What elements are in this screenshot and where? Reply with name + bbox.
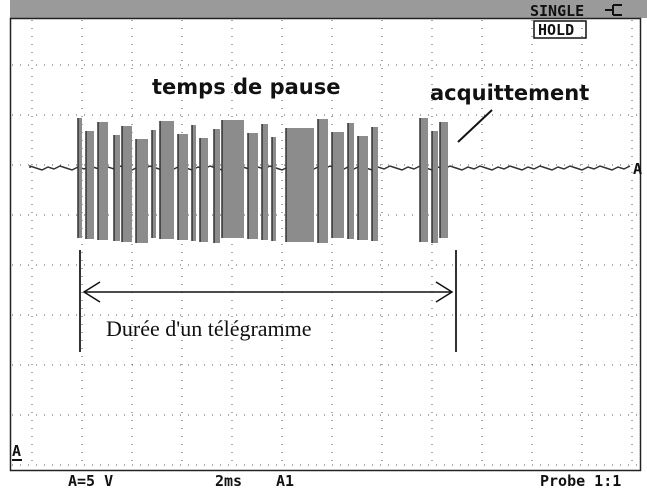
burst <box>98 122 108 240</box>
ack-annotation: acquittement <box>430 81 589 105</box>
burst <box>136 139 148 243</box>
burst <box>372 127 378 241</box>
timebase-label: 2ms <box>215 472 242 490</box>
burst <box>160 121 174 239</box>
burst <box>440 122 448 238</box>
duration-label: Durée d'un télégramme <box>106 316 312 341</box>
burst <box>262 124 268 240</box>
burst <box>432 131 438 243</box>
burst <box>122 126 132 242</box>
scale-label: A=5 V <box>68 472 113 490</box>
burst <box>332 132 344 238</box>
trace-marker: A <box>633 160 642 178</box>
ground-marker: A <box>12 442 21 460</box>
burst <box>178 134 188 240</box>
burst <box>348 123 354 239</box>
mode-label: SINGLE <box>530 2 584 20</box>
burst <box>420 118 428 242</box>
pause-annotation: temps de pause <box>152 75 341 99</box>
trigger-label: A1 <box>276 472 294 490</box>
burst <box>318 119 328 243</box>
probe-label: Probe 1:1 <box>540 472 621 490</box>
burst <box>248 133 258 239</box>
burst <box>200 138 208 242</box>
burst <box>86 131 94 239</box>
burst <box>286 128 314 242</box>
burst <box>358 136 368 240</box>
burst <box>214 129 220 243</box>
scope-screen: SINGLE HOLD temps de pause acquittement … <box>0 0 647 491</box>
burst <box>222 120 244 238</box>
burst <box>114 135 120 241</box>
background <box>0 0 647 491</box>
hold-label: HOLD <box>538 21 574 39</box>
